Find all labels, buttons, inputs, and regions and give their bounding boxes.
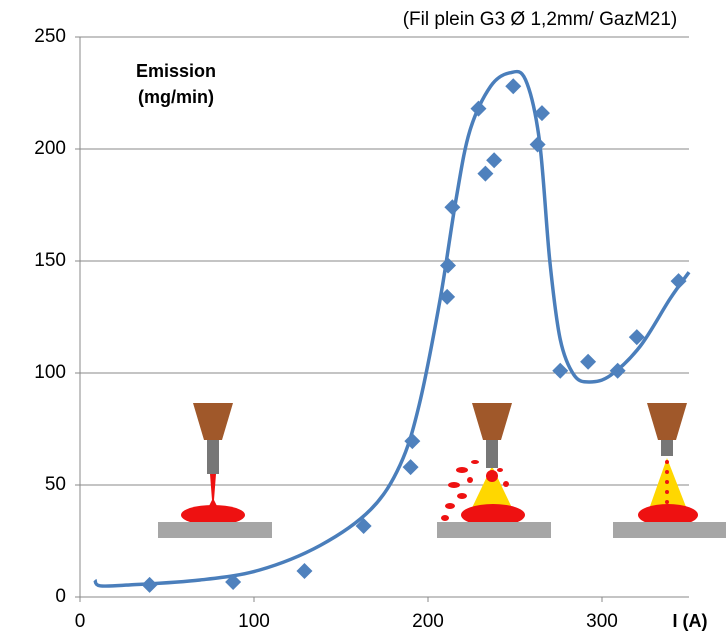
data-point — [580, 353, 597, 370]
data-point — [609, 362, 626, 379]
subtitle: (Fil plein G3 Ø 1,2mm/ GazM21) — [403, 9, 678, 30]
data-point — [296, 563, 313, 580]
data-point — [552, 362, 569, 379]
y-axis-label: (mg/min) — [138, 87, 214, 107]
data-point — [477, 165, 494, 182]
data-point — [628, 329, 645, 346]
data-point — [402, 459, 419, 476]
fit-curve — [93, 69, 691, 588]
data-point — [505, 78, 522, 95]
data-point — [533, 105, 550, 122]
x-tick-label: 300 — [586, 611, 618, 632]
x-axis-label: I (A) — [673, 611, 708, 631]
data-point — [404, 433, 421, 450]
data-point — [440, 257, 457, 274]
y-tick-label: 250 — [34, 26, 66, 47]
torch-spray — [613, 403, 726, 538]
data-point — [439, 288, 456, 305]
y-tick-label: 100 — [34, 362, 66, 383]
data-point — [444, 199, 461, 216]
y-tick-label: 200 — [34, 138, 66, 159]
data-point — [486, 152, 503, 169]
y-axis-label: Emission — [136, 61, 216, 81]
y-tick-label: 50 — [45, 474, 66, 495]
data-point — [470, 100, 487, 117]
illustrations — [158, 403, 726, 538]
x-tick-label: 200 — [412, 611, 444, 632]
data-point — [355, 517, 372, 534]
torch-globular — [437, 403, 551, 538]
y-tick-label: 0 — [55, 586, 66, 607]
grid — [75, 36, 689, 602]
data-point — [670, 273, 687, 290]
x-tick-label: 100 — [238, 611, 270, 632]
data-point — [529, 136, 546, 153]
y-tick-label: 150 — [34, 250, 66, 271]
torch-short-arc — [158, 403, 272, 538]
data-point — [141, 576, 158, 593]
data-point — [225, 573, 242, 590]
x-tick-label: 0 — [75, 611, 86, 632]
